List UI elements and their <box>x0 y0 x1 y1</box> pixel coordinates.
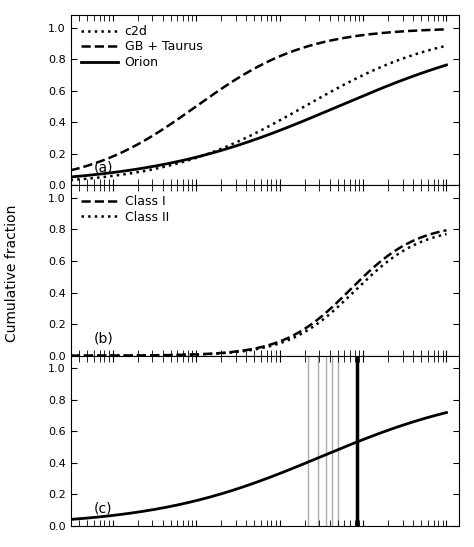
Text: (b): (b) <box>94 331 114 345</box>
Text: (c): (c) <box>94 502 113 515</box>
Legend: Class I, Class II: Class I, Class II <box>77 191 173 228</box>
Text: (a): (a) <box>94 161 114 174</box>
Legend: c2d, GB + Taurus, Orion: c2d, GB + Taurus, Orion <box>77 21 206 73</box>
Text: Cumulative fraction: Cumulative fraction <box>5 205 19 342</box>
